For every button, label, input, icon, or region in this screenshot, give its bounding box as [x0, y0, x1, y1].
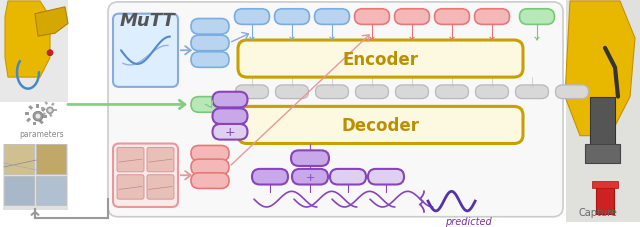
Text: +: + [305, 172, 315, 182]
Bar [592, 181, 618, 189]
FancyBboxPatch shape [191, 20, 229, 35]
FancyBboxPatch shape [355, 86, 388, 99]
Bar [3, 144, 68, 210]
Circle shape [35, 114, 40, 119]
Bar [39, 120, 44, 125]
FancyBboxPatch shape [191, 36, 229, 52]
FancyBboxPatch shape [191, 52, 229, 68]
Bar [36, 176, 66, 205]
Bar [4, 145, 34, 174]
FancyBboxPatch shape [147, 148, 174, 172]
FancyBboxPatch shape [394, 10, 429, 25]
FancyBboxPatch shape [238, 41, 523, 78]
Polygon shape [5, 2, 50, 78]
Text: Encoder: Encoder [342, 50, 419, 68]
FancyBboxPatch shape [435, 10, 470, 25]
Bar [54, 110, 56, 112]
Bar [596, 185, 614, 214]
FancyBboxPatch shape [212, 92, 248, 108]
FancyBboxPatch shape [474, 10, 509, 25]
FancyBboxPatch shape [476, 86, 509, 99]
FancyBboxPatch shape [113, 144, 178, 207]
Bar [42, 113, 46, 116]
Bar [28, 106, 33, 110]
FancyBboxPatch shape [147, 175, 174, 199]
FancyBboxPatch shape [316, 86, 349, 99]
Bar [49, 114, 52, 118]
Bar [45, 102, 48, 106]
Text: Capture: Capture [579, 207, 618, 217]
FancyBboxPatch shape [108, 3, 563, 217]
Bar [26, 118, 31, 123]
Polygon shape [35, 8, 68, 37]
FancyBboxPatch shape [234, 10, 269, 25]
FancyBboxPatch shape [275, 10, 310, 25]
Text: predicted: predicted [445, 216, 492, 226]
FancyBboxPatch shape [292, 169, 328, 185]
FancyBboxPatch shape [212, 124, 248, 140]
FancyBboxPatch shape [520, 10, 554, 25]
FancyBboxPatch shape [396, 86, 429, 99]
Text: Decoder: Decoder [342, 116, 419, 134]
FancyBboxPatch shape [191, 146, 229, 161]
Bar [4, 176, 34, 205]
Polygon shape [565, 2, 635, 136]
Bar [41, 108, 46, 112]
Bar [36, 145, 66, 174]
Circle shape [47, 51, 53, 56]
Bar [43, 115, 47, 118]
Bar [25, 112, 29, 115]
Bar [51, 103, 54, 107]
FancyBboxPatch shape [556, 86, 589, 99]
FancyBboxPatch shape [113, 15, 178, 87]
FancyBboxPatch shape [355, 10, 390, 25]
Circle shape [33, 112, 43, 121]
FancyBboxPatch shape [212, 109, 248, 124]
Bar [585, 144, 620, 163]
FancyBboxPatch shape [191, 173, 229, 189]
FancyBboxPatch shape [252, 169, 288, 185]
Text: +: + [225, 126, 236, 139]
FancyBboxPatch shape [435, 86, 468, 99]
FancyBboxPatch shape [314, 10, 349, 25]
FancyBboxPatch shape [117, 175, 144, 199]
Bar [0, 0, 68, 102]
FancyBboxPatch shape [236, 86, 269, 99]
FancyBboxPatch shape [191, 159, 229, 175]
Bar [33, 122, 36, 126]
Text: MuTT: MuTT [120, 12, 175, 30]
Bar [566, 0, 640, 222]
FancyBboxPatch shape [515, 86, 548, 99]
FancyBboxPatch shape [275, 86, 308, 99]
FancyBboxPatch shape [368, 169, 404, 185]
FancyBboxPatch shape [330, 169, 366, 185]
Bar [36, 104, 39, 108]
FancyBboxPatch shape [191, 97, 229, 113]
Circle shape [47, 107, 54, 114]
Bar [40, 107, 44, 110]
Circle shape [48, 109, 52, 113]
FancyBboxPatch shape [291, 151, 329, 166]
FancyBboxPatch shape [238, 107, 523, 144]
Bar [590, 97, 615, 146]
Text: parameters: parameters [20, 129, 64, 138]
FancyBboxPatch shape [117, 148, 144, 172]
